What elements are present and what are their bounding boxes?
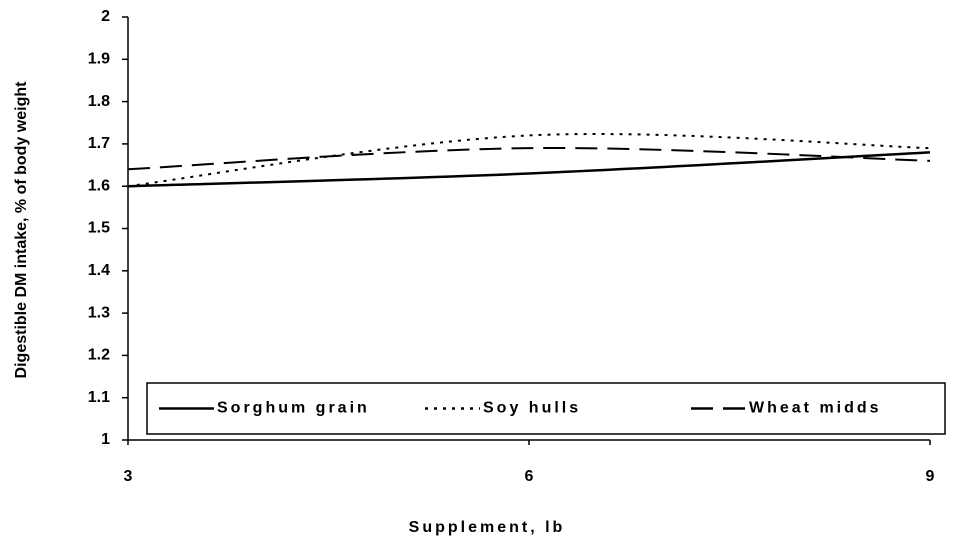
line-series: [127, 147, 931, 171]
y-tick-label: 1.3: [88, 304, 110, 321]
x-tick-label: 9: [926, 468, 935, 485]
y-tick-label: 1: [101, 431, 110, 448]
x-tick-label: 3: [124, 468, 133, 485]
legend-box: [146, 382, 946, 435]
y-tick-label: 1.2: [88, 347, 110, 364]
y-tick-label: 2: [101, 8, 110, 25]
y-axis-title: Digestible DM intake, % of body weight: [13, 81, 30, 379]
line-series: [127, 151, 931, 188]
y-tick-label: 1.4: [88, 262, 110, 279]
legend-label: Sorghum grain: [217, 400, 370, 417]
y-tick-label: 1.5: [88, 220, 110, 237]
legend-label: Wheat midds: [749, 400, 882, 417]
legend-label: Soy hulls: [483, 400, 581, 417]
y-tick-label: 1.8: [88, 93, 110, 110]
x-tick-label: 6: [525, 468, 534, 485]
y-tick-label: 1.7: [88, 135, 110, 152]
legend: Sorghum grain Soy hulls Wheat midds: [146, 382, 946, 435]
x-axis-title: Supplement, lb: [409, 519, 566, 536]
y-tick-label: 1.6: [88, 177, 110, 194]
y-tick-label: 1.9: [88, 51, 110, 68]
y-tick-label: 1.1: [88, 389, 110, 406]
